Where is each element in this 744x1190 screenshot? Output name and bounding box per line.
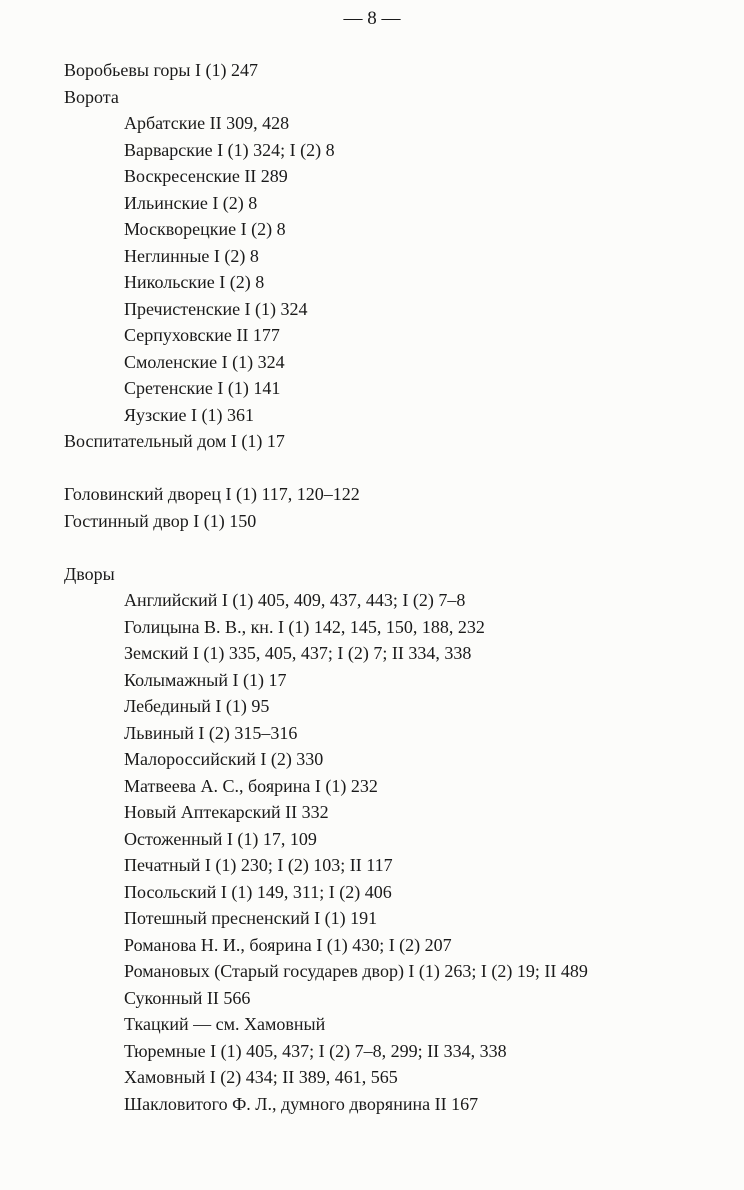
index-subentry: Пречистенские I (1) 324	[124, 298, 308, 319]
index-entry: Гостинный двор I (1) 150	[64, 510, 257, 531]
index-subentry: Лебединый I (1) 95	[124, 696, 270, 716]
index-subentry: Матвеева А. С., боярина I (1) 232	[124, 775, 378, 796]
index-entry-heading: Ворота	[64, 86, 119, 107]
index-subentry: Яузские I (1) 361	[124, 404, 254, 425]
index-subentry: Шакловитого Ф. Л., думного дворянина II …	[124, 1093, 479, 1114]
index-subentry: Никольские I (2) 8	[124, 272, 265, 292]
index-subentry: Тюремные I (1) 405, 437; I (2) 7–8, 299;…	[124, 1040, 507, 1061]
spacer	[64, 455, 724, 482]
index-subentry: Смоленские I (1) 324	[124, 351, 285, 372]
index-subentry: Голицына В. В., кн. I (1) 142, 145, 150,…	[124, 616, 485, 637]
index-subentry: Суконный II 566	[124, 987, 251, 1008]
page-number: — 8 —	[343, 8, 401, 29]
index-subentry: Арбатские II 309, 428	[124, 113, 290, 133]
index-subentry: Английский I (1) 405, 409, 437, 443; I (…	[124, 590, 466, 610]
index-subentry: Посольский I (1) 149, 311; I (2) 406	[124, 881, 392, 902]
index-entry: Головинский дворец I (1) 117, 120–122	[64, 484, 360, 504]
index-subentry: Варварские I (1) 324; I (2) 8	[124, 139, 335, 160]
index-entry: Воспитательный дом I (1) 17	[64, 431, 285, 451]
index-subentry: Романовых (Старый государев двор) I (1) …	[124, 961, 588, 981]
index-subentry: Земский I (1) 335, 405, 437; I (2) 7; II…	[124, 643, 472, 663]
dvory-subentries: Английский I (1) 405, 409, 437, 443; I (…	[64, 587, 724, 1117]
index-subentry: Ильинские I (2) 8	[124, 192, 258, 213]
index-subentry: Неглинные I (2) 8	[124, 245, 259, 266]
index-subentry: Хамовный I (2) 434; II 389, 461, 565	[124, 1067, 398, 1087]
index-entry: Воробьевы горы I (1) 247	[64, 60, 258, 80]
index-subentry: Малороссийский I (2) 330	[124, 749, 324, 769]
index-subentry: Потешный пресненский I (1) 191	[124, 908, 378, 928]
index-list: Воробьевы горы I (1) 247 Ворота Арбатски…	[64, 57, 724, 1117]
index-subentry: Ткацкий — см. Хамовный	[124, 1014, 326, 1034]
index-subentry: Романова Н. И., боярина I (1) 430; I (2)…	[124, 934, 452, 955]
index-subentry: Печатный I (1) 230; I (2) 103; II 117	[124, 855, 393, 875]
index-subentry: Остоженный I (1) 17, 109	[124, 828, 317, 849]
index-subentry: Воскресенские II 289	[124, 166, 288, 186]
index-subentry: Сретенские I (1) 141	[124, 378, 281, 398]
index-entry-heading: Дворы	[64, 563, 115, 584]
index-subentry: Львиный I (2) 315–316	[124, 722, 298, 743]
index-subentry: Колымажный I (1) 17	[124, 669, 287, 690]
index-subentry: Москворецкие I (2) 8	[124, 219, 286, 239]
index-subentry: Новый Аптекарский II 332	[124, 802, 329, 822]
spacer	[64, 534, 724, 561]
index-subentry: Серпуховские II 177	[124, 325, 280, 345]
